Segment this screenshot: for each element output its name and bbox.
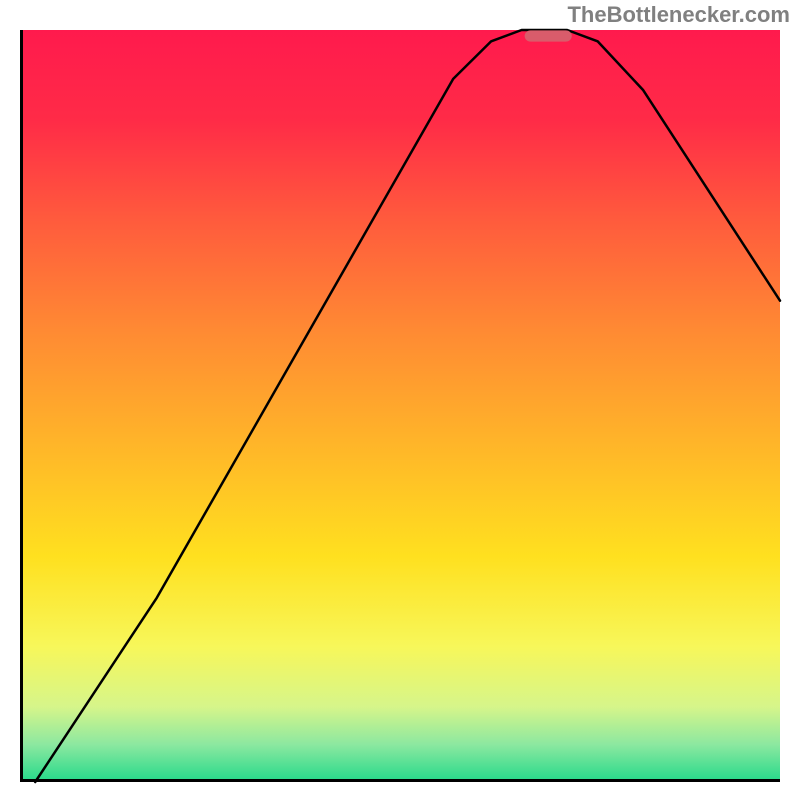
chart-svg [0, 0, 800, 800]
bottleneck-chart: TheBottlenecker.com [0, 0, 800, 800]
watermark-text: TheBottlenecker.com [567, 2, 790, 28]
optimal-marker [525, 30, 572, 41]
plot-background [20, 30, 780, 782]
